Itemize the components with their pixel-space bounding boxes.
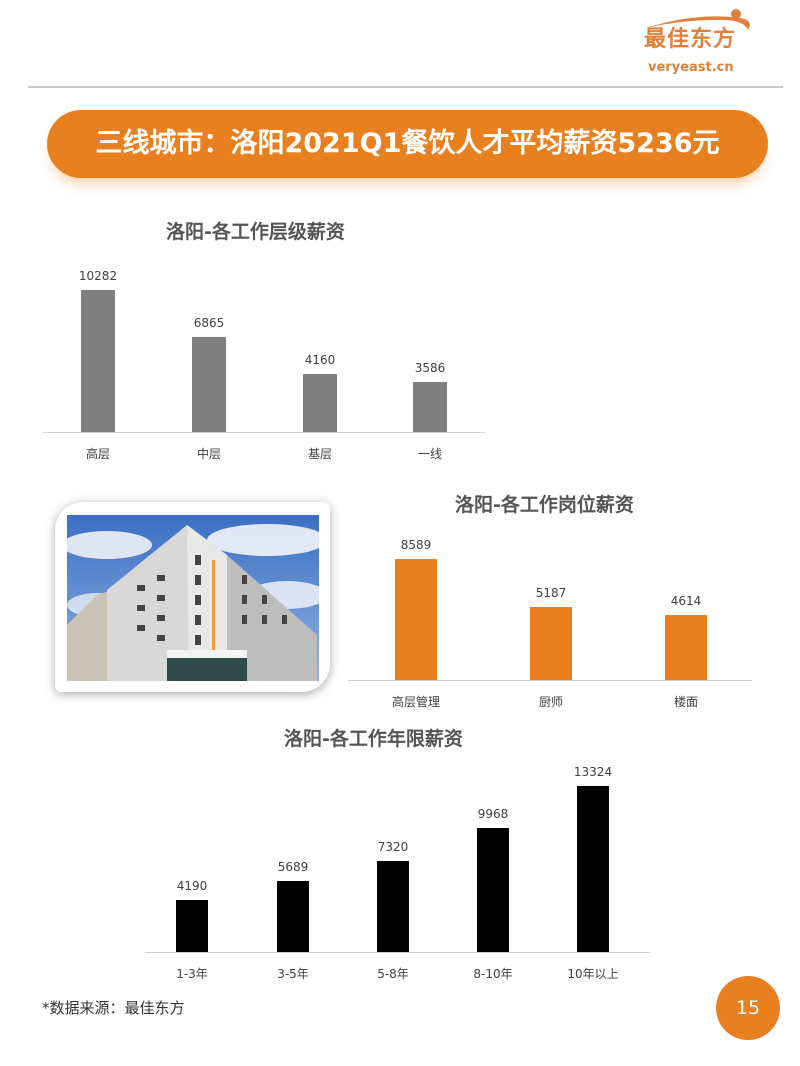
chart2-category-label: 楼面 bbox=[673, 695, 698, 709]
chart1-category-label: 中层 bbox=[196, 447, 221, 461]
page-number: 15 bbox=[716, 976, 780, 1040]
chart2-title: 洛阳-各工作岗位薪资 bbox=[455, 494, 634, 516]
chart1-bar bbox=[303, 374, 337, 432]
chart2-category-label: 高层管理 bbox=[391, 695, 440, 709]
chart3-value-label: 9968 bbox=[477, 807, 509, 822]
chart2-bar bbox=[395, 558, 437, 680]
chart1-value-label: 6865 bbox=[193, 316, 225, 331]
chart1-bar bbox=[413, 382, 447, 432]
chart3-category-label: 8-10年 bbox=[473, 967, 513, 981]
chart3-title: 洛阳-各工作年限薪资 bbox=[284, 728, 463, 750]
page-title: 三线城市：洛阳2021Q1餐饮人才平均薪资5236元 bbox=[95, 128, 720, 159]
chart3-value-label: 5689 bbox=[277, 860, 309, 875]
chart2-axis bbox=[348, 680, 752, 681]
chart2-bar bbox=[530, 606, 572, 680]
logo-url: veryeast.cn bbox=[648, 60, 734, 75]
chart1-value-label: 3586 bbox=[414, 361, 446, 376]
chart3-category-label: 3-5年 bbox=[277, 967, 309, 981]
chart3-category-label: 10年以上 bbox=[567, 967, 619, 981]
chart2-value-label: 4614 bbox=[670, 593, 702, 608]
logo: 最佳东方 veryeast.cn bbox=[636, 8, 766, 84]
chart2-category-label: 厨师 bbox=[538, 695, 563, 709]
chart2-value-label: 8589 bbox=[400, 537, 432, 552]
chart1-value-label: 10282 bbox=[78, 268, 118, 283]
chart3-bar bbox=[176, 899, 208, 952]
chart3-bar bbox=[377, 860, 409, 952]
chart2-bar bbox=[665, 614, 707, 680]
building-photo bbox=[55, 502, 330, 692]
logo-text: 最佳东方 bbox=[644, 27, 737, 52]
logo-swoosh-icon bbox=[646, 9, 750, 30]
chart3-category-label: 1-3年 bbox=[176, 967, 208, 981]
chart1-bar bbox=[192, 337, 226, 432]
chart3-value-label: 7320 bbox=[377, 839, 409, 854]
chart1-category-label: 一线 bbox=[417, 447, 442, 461]
chart1-title: 洛阳-各工作层级薪资 bbox=[166, 221, 345, 243]
chart3-bar bbox=[577, 786, 609, 952]
data-source-note: *数据来源：最佳东方 bbox=[42, 999, 185, 1017]
divider bbox=[28, 86, 783, 88]
chart3-axis bbox=[145, 952, 650, 953]
chart1-value-label: 4160 bbox=[304, 353, 336, 368]
title-banner: 三线城市：洛阳2021Q1餐饮人才平均薪资5236元 bbox=[47, 110, 768, 178]
chart2-value-label: 5187 bbox=[535, 585, 567, 600]
chart3-bar bbox=[477, 828, 509, 952]
chart3-value-label: 13324 bbox=[573, 765, 613, 780]
chart1-bar bbox=[81, 289, 115, 432]
chart3-category-label: 5-8年 bbox=[377, 967, 409, 981]
chart3-value-label: 4190 bbox=[176, 878, 208, 893]
chart1-category-label: 基层 bbox=[307, 447, 332, 461]
chart1-category-label: 高层 bbox=[85, 447, 110, 461]
chart3-bar bbox=[277, 881, 309, 952]
chart1-axis bbox=[43, 432, 485, 433]
